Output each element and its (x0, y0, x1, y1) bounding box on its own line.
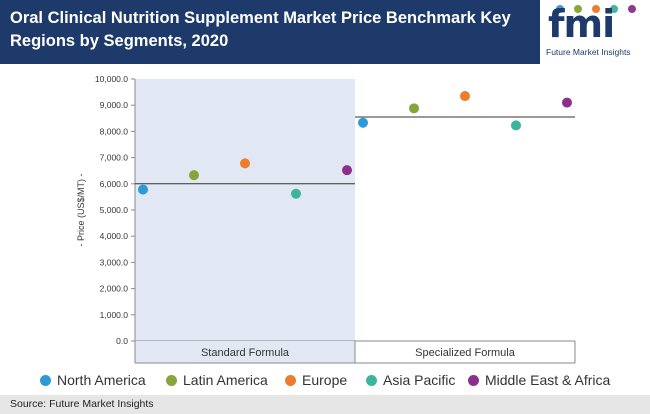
panel-specialized (355, 79, 575, 341)
logo-mark: fmi (548, 2, 615, 46)
y-tick-label: 9,000.0 (100, 100, 129, 110)
legend-item: North America (40, 372, 146, 388)
data-point (460, 91, 470, 102)
category-band (135, 341, 355, 363)
price-benchmark-chart: 0.0 1,000.0 2,000.0 3,000.0 4,000.0 5,000.0 6,… (76, 74, 576, 364)
source-note: Source: Future Market Insights (10, 398, 154, 410)
data-point (409, 103, 419, 114)
data-point (189, 170, 199, 181)
y-tick-label: 5,000.0 (100, 205, 129, 215)
logo-dot (610, 5, 618, 13)
data-point (511, 120, 521, 131)
fmi-logo: fmi Future Market Insights (540, 0, 650, 64)
legend-dot-icon (40, 375, 51, 386)
legend-label: North America (57, 372, 146, 388)
y-tick-label: 0.0 (116, 336, 128, 346)
data-point (358, 117, 368, 128)
logo-dot (574, 5, 582, 13)
legend-label: Middle East & Africa (485, 372, 611, 388)
data-point (138, 184, 148, 195)
logo-dot (556, 5, 564, 13)
legend-item: Asia Pacific (366, 372, 455, 388)
category-label: Specialized Formula (415, 347, 516, 359)
legend-dot-icon (366, 375, 377, 386)
logo-dot (628, 5, 636, 13)
y-tick-label: 6,000.0 (100, 179, 129, 189)
legend-item: Middle East & Africa (468, 372, 610, 388)
chart-legend: North America Latin America Europe Asia Pac… (0, 370, 650, 392)
logo-dot (592, 5, 600, 13)
y-axis-label: - Price (US$/MT) - (76, 173, 86, 246)
y-tick-label: 2,000.0 (100, 284, 129, 294)
data-point (562, 97, 572, 108)
legend-dot-icon (285, 375, 296, 386)
data-point (342, 165, 352, 176)
data-point (291, 188, 301, 199)
y-tick-label: 1,000.0 (100, 310, 129, 320)
legend-label: Latin America (183, 372, 268, 388)
category-label: Standard Formula (201, 347, 290, 359)
header-bar: Oral Clinical Nutrition Supplement Marke… (0, 0, 650, 64)
footer-bar: Source: Future Market Insights (0, 395, 650, 414)
legend-dot-icon (166, 375, 177, 386)
legend-label: Asia Pacific (383, 372, 456, 388)
y-tick-label: 4,000.0 (100, 231, 129, 241)
legend-item: Europe (285, 372, 347, 388)
y-tick-label: 7,000.0 (100, 153, 129, 163)
legend-label: Europe (302, 372, 348, 388)
logo-dots-icon (556, 5, 636, 13)
y-tick-label: 3,000.0 (100, 257, 129, 267)
legend-dot-icon (468, 375, 479, 386)
panel-standard (135, 79, 355, 341)
logo-tagline: Future Market Insights (546, 47, 631, 57)
chart-title: Oral Clinical Nutrition Supplement Marke… (10, 9, 511, 50)
y-tick-label: 10,000.0 (95, 74, 128, 84)
y-tick-label: 8,000.0 (100, 126, 129, 136)
data-point (240, 158, 250, 169)
legend-item: Latin America (166, 372, 268, 388)
